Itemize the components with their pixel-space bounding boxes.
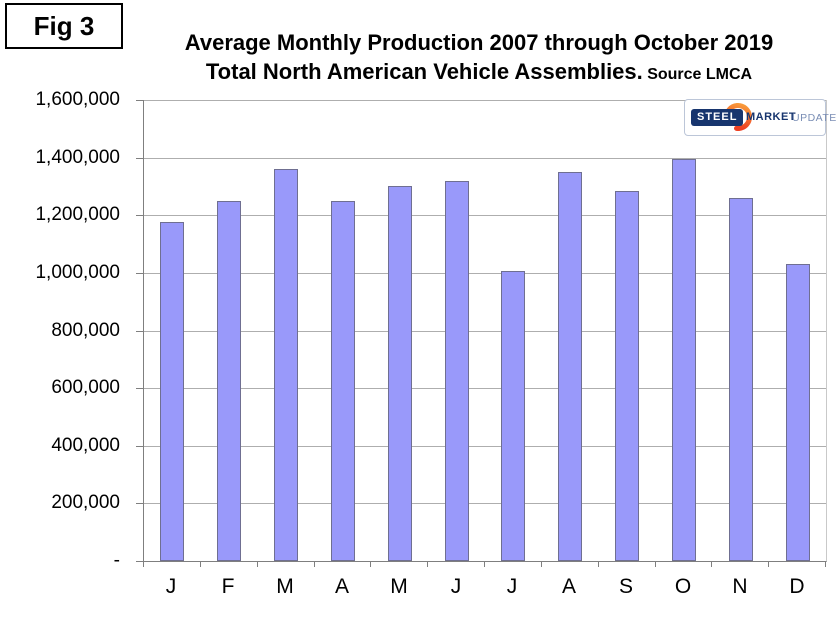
x-axis-tick <box>598 561 599 567</box>
y-axis-label: 400,000 <box>51 435 120 456</box>
bar-N-11 <box>729 198 753 561</box>
figure-label-box: Fig 3 <box>5 3 123 49</box>
x-axis-tick <box>711 561 712 567</box>
x-axis-label-M-3: M <box>276 575 294 598</box>
bar-A-4 <box>331 201 355 561</box>
x-axis-label-A-8: A <box>561 575 576 598</box>
bar-J-6 <box>445 181 469 561</box>
gridline <box>144 100 826 101</box>
gridline <box>144 273 826 274</box>
logo-steel-text: STEEL <box>691 109 744 126</box>
gridline <box>144 446 826 447</box>
y-axis-tick <box>136 388 143 389</box>
x-axis-tick <box>200 561 201 567</box>
chart-title-line2-main: Total North American Vehicle Assemblies. <box>205 59 643 84</box>
chart-title-line1: Average Monthly Production 2007 through … <box>184 30 774 55</box>
y-axis-label: 600,000 <box>51 377 120 398</box>
chart-title-line2: Total North American Vehicle Assemblies.… <box>126 57 832 89</box>
bar-M-5 <box>388 186 412 561</box>
y-axis-label: - <box>113 550 120 571</box>
y-axis-label: 1,400,000 <box>35 147 120 168</box>
x-axis-label-D-12: D <box>789 575 805 598</box>
y-axis-tick <box>136 215 143 216</box>
logo-market-text: MARKET <box>746 111 797 123</box>
bar-J-1 <box>160 222 184 561</box>
y-axis-tick <box>136 273 143 274</box>
x-axis-tick <box>484 561 485 567</box>
x-axis-tick <box>768 561 769 567</box>
logo-update-text: UPDATE <box>792 111 836 124</box>
x-axis-tick <box>314 561 315 567</box>
gridline <box>144 215 826 216</box>
x-axis-label-J-7: J <box>506 575 518 598</box>
gridline <box>144 503 826 504</box>
y-axis-label: 1,600,000 <box>35 89 120 110</box>
y-axis-label: 200,000 <box>51 492 120 513</box>
x-axis-tick <box>370 561 371 567</box>
bar-O-10 <box>672 159 696 561</box>
y-axis-tick <box>136 561 143 562</box>
x-axis-tick <box>427 561 428 567</box>
y-axis-tick <box>136 158 143 159</box>
y-axis-label: 1,000,000 <box>35 262 120 283</box>
x-axis-tick <box>655 561 656 567</box>
y-axis-tick <box>136 503 143 504</box>
x-axis-tick <box>825 561 826 567</box>
x-axis-label-A-4: A <box>334 575 349 598</box>
y-axis-label: 800,000 <box>51 320 120 341</box>
x-axis-tick <box>541 561 542 567</box>
y-axis-tick <box>136 331 143 332</box>
plot-area <box>143 100 827 562</box>
x-axis-label-J-1: J <box>165 575 177 598</box>
bar-J-7 <box>501 271 525 561</box>
steel-market-update-logo: STEEL MARKET UPDATE <box>684 99 836 136</box>
y-axis-tick <box>136 446 143 447</box>
bar-D-12 <box>786 264 810 561</box>
x-axis-label-N-11: N <box>732 575 748 598</box>
x-axis-tick <box>143 561 144 567</box>
x-axis-label-M-5: M <box>390 575 408 598</box>
x-axis-label-O-10: O <box>674 575 692 598</box>
y-axis-tick <box>136 100 143 101</box>
gridline <box>144 331 826 332</box>
chart-title: Average Monthly Production 2007 through … <box>126 28 832 89</box>
figure-label: Fig 3 <box>33 10 95 41</box>
gridline <box>144 388 826 389</box>
bar-S-9 <box>615 191 639 561</box>
bar-M-3 <box>274 169 298 561</box>
x-axis-tick <box>257 561 258 567</box>
gridline <box>144 158 826 159</box>
y-axis-label: 1,200,000 <box>35 204 120 225</box>
x-axis-label-F-2: F <box>221 575 235 598</box>
chart-source-label: Source LMCA <box>642 66 753 83</box>
bar-A-8 <box>558 172 582 561</box>
x-axis-label-S-9: S <box>618 575 633 598</box>
bar-F-2 <box>217 201 241 561</box>
x-axis-label-J-6: J <box>450 575 462 598</box>
